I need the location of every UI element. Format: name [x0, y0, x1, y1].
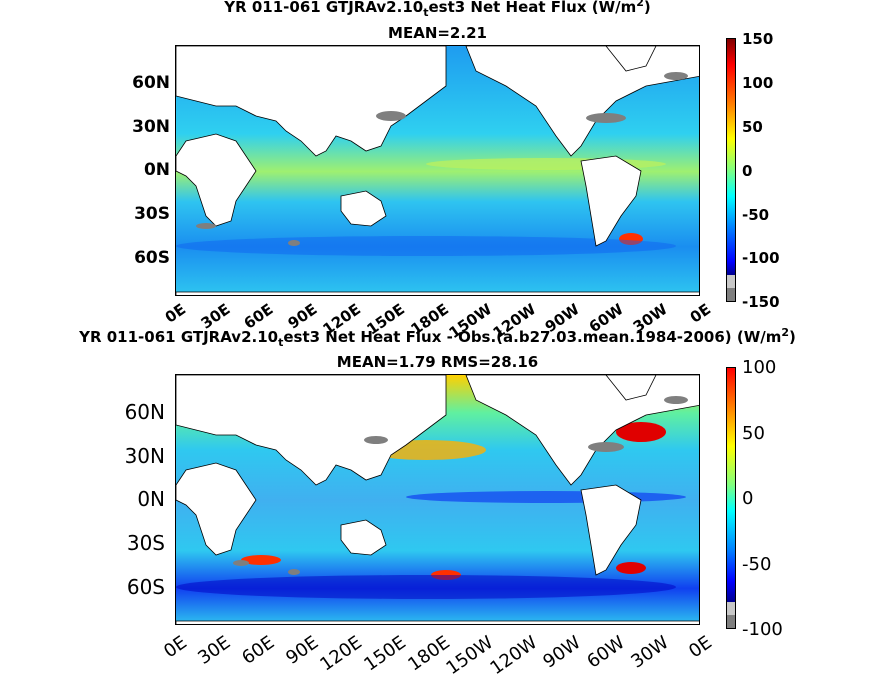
panel1-hotspot	[619, 233, 643, 245]
panel1-lat-label: 30N	[132, 117, 170, 137]
panel2-missing	[233, 396, 688, 575]
land-north-america	[465, 375, 699, 486]
lon-tick-label: 30W	[626, 632, 673, 673]
panel2-colorbar-tick: -50	[742, 554, 772, 575]
panel1-missing	[196, 72, 688, 246]
land-eurasia	[176, 46, 447, 157]
panel2-equatorial-band	[406, 491, 686, 503]
panel1-lat-label: 60S	[134, 248, 170, 268]
land-north-america	[465, 46, 699, 157]
panel2-colorbar-gradient	[727, 368, 735, 628]
land-eurasia	[176, 375, 447, 486]
panel1-colorbar-tick: -50	[742, 206, 770, 224]
lon-tick-label: 60W	[583, 632, 629, 673]
land-south-america	[580, 484, 642, 576]
panel1-colorbar-tick: -150	[742, 293, 780, 311]
land-greenland	[605, 375, 657, 401]
panel2-map	[175, 374, 700, 625]
panel1-heatmap	[176, 46, 699, 295]
panel2-heatmap	[176, 375, 699, 624]
panel2-lat-label: 30N	[124, 444, 165, 468]
panel2-land	[176, 375, 699, 624]
panel1-colorbar	[726, 38, 736, 302]
panel1-colorbar-tick: 0	[742, 162, 753, 180]
panel1-colorbar-tick: 150	[742, 30, 774, 48]
panel1-land	[176, 46, 699, 295]
panel2-hotspot	[241, 555, 281, 565]
panel2-colorbar-tick: 100	[742, 357, 777, 378]
lon-tick-label: 60E	[238, 632, 279, 669]
panel2-subtitle: MEAN=1.79 RMS=28.16	[336, 353, 539, 371]
land-australia	[340, 190, 387, 227]
panel1-lat-label: 0N	[143, 160, 170, 180]
panel1-colorbar-tick: -100	[742, 249, 780, 267]
land-africa	[176, 462, 257, 556]
panel2-colorbar-tick: -100	[742, 619, 783, 640]
panel2-lat-label: 60S	[126, 575, 165, 599]
panel1-colorbar-tick: 50	[742, 118, 763, 136]
panel2-gulfstream-anomaly	[616, 422, 666, 442]
panel2-colorbar-tick: 50	[742, 423, 765, 444]
land-greenland	[605, 46, 657, 72]
panel1-map	[175, 45, 700, 296]
panel1-colorbar-tick: 100	[742, 74, 774, 92]
panel2-colorbar-tick: 0	[742, 488, 754, 509]
panel2-hotspot	[616, 562, 646, 574]
land-australia	[340, 519, 387, 556]
land-africa	[176, 133, 257, 227]
lon-tick-label: 90E	[282, 632, 323, 669]
lon-tick-label: 90W	[539, 632, 585, 673]
lon-tick-label: 150E	[360, 632, 410, 676]
panel1-lat-label: 60N	[132, 73, 170, 93]
lon-tick-label: 0E	[160, 632, 192, 663]
panel1-southern-band	[176, 236, 676, 256]
panel2-lat-label: 30S	[126, 531, 165, 555]
panel1-colorbar-gradient	[727, 39, 735, 301]
land-south-america	[580, 155, 642, 247]
land-antarctica	[176, 620, 699, 624]
panel2-lat-label: 0N	[137, 487, 165, 511]
panel2-title: YR 011-061 GTJRAv2.10test3 Net Heat Flux…	[79, 326, 796, 349]
panel1-subtitle: MEAN=2.21	[388, 24, 487, 42]
lon-tick-label: 0E	[687, 300, 715, 327]
panel1-lat-label: 30S	[134, 204, 170, 224]
panel2-colorbar	[726, 367, 736, 629]
panel1-title: YR 011-061 GTJRAv2.10test3 Net Heat Flux…	[224, 0, 651, 19]
lon-tick-label: 180E	[404, 632, 454, 676]
panel2-southern-band	[176, 575, 676, 599]
lon-tick-label: 0E	[162, 300, 190, 327]
lon-tick-label: 120E	[316, 632, 367, 676]
land-antarctica	[176, 291, 699, 295]
lon-tick-label: 0E	[685, 632, 717, 663]
panel2-lat-label: 60N	[124, 400, 165, 424]
lon-tick-label: 30E	[194, 632, 235, 669]
